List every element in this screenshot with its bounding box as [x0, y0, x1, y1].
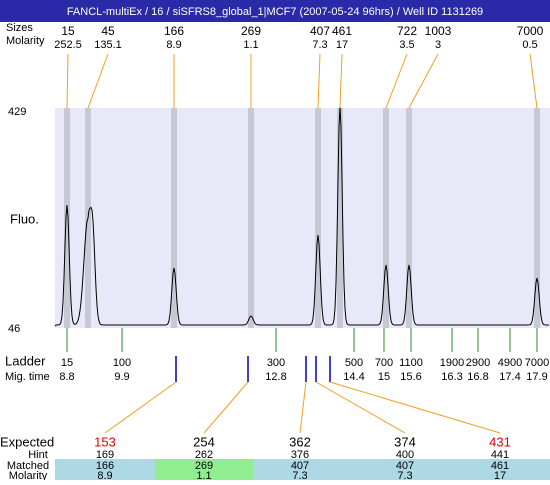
mig-time: 16.3: [441, 371, 462, 383]
peak-band: [315, 108, 321, 328]
mig-time: 14.4: [343, 371, 364, 383]
expected: 254: [193, 434, 215, 449]
ladder-size: 300: [267, 357, 285, 369]
molarity: 1.1: [196, 470, 211, 480]
peak-link: [408, 53, 439, 109]
molarity-row-label: Molarity: [9, 470, 48, 480]
peak-link: [385, 53, 408, 109]
peak-band: [171, 108, 177, 328]
ladder-size: 500: [345, 357, 363, 369]
peak-band: [64, 108, 70, 328]
peak-link: [87, 53, 109, 109]
hint-label: Hint: [28, 449, 48, 461]
expected-label: Expected: [0, 434, 54, 449]
matched-cell: [253, 459, 350, 480]
expected: 362: [289, 434, 311, 449]
mig-time: 8.8: [59, 371, 74, 383]
peak-molarity: 8.9: [166, 39, 181, 51]
mig-time: 9.9: [114, 371, 129, 383]
mig-time: 15: [378, 371, 390, 383]
peak-link: [66, 53, 69, 109]
ladder-size: 700: [375, 357, 393, 369]
peak-size: 722: [397, 24, 417, 38]
peak-molarity: 252.5: [54, 39, 82, 51]
peak-molarity: 0.5: [522, 39, 537, 51]
mig-time: 12.8: [265, 371, 286, 383]
matched-cell: [450, 459, 550, 480]
peak-link: [317, 53, 321, 109]
peak-size: 45: [101, 24, 115, 38]
match-link: [329, 381, 501, 434]
mig-time: 17.4: [499, 371, 520, 383]
y-min: 46: [8, 323, 20, 335]
matched-cell: [155, 459, 253, 480]
match-link: [203, 381, 249, 434]
sizes-label: Sizes: [6, 22, 33, 34]
trace: [54, 105, 549, 327]
match-link: [315, 381, 406, 434]
peak-band: [534, 108, 540, 328]
expected: 374: [394, 434, 416, 449]
peak-band: [248, 108, 254, 328]
peak-molarity: 3.5: [399, 39, 414, 51]
hint: 376: [291, 449, 309, 461]
molarity: 7.3: [292, 470, 307, 480]
match-link: [299, 381, 307, 434]
mig-time: 15.6: [400, 371, 421, 383]
peak-molarity: 17: [336, 39, 348, 51]
molarity: 17: [494, 470, 506, 480]
peak-size: 15: [61, 24, 75, 38]
matched: 407: [291, 460, 309, 472]
peak-size: 461: [332, 24, 352, 38]
ladder-size: 1900: [440, 357, 464, 369]
molarity: 7.3: [397, 470, 412, 480]
matched-cell: [55, 459, 155, 480]
ladder-size: 2900: [466, 357, 490, 369]
expected: 153: [94, 434, 116, 449]
y-max: 429: [8, 106, 26, 118]
title-bar: [0, 0, 550, 22]
matched: 166: [96, 460, 114, 472]
mig-time: 17.9: [526, 371, 547, 383]
mig-label: Mig. time: [5, 371, 50, 383]
peak-size: 1003: [425, 24, 452, 38]
peak-size: 407: [310, 24, 330, 38]
title: FANCL-multiEx / 16 / siSFRS8_global_1|MC…: [67, 6, 483, 18]
molarity-label: Molarity: [6, 35, 45, 47]
hint: 169: [96, 449, 114, 461]
peak-size: 166: [164, 24, 184, 38]
ladder-size: 7000: [525, 357, 549, 369]
hint: 400: [396, 449, 414, 461]
hint: 262: [195, 449, 213, 461]
hint: 441: [491, 449, 509, 461]
peak-link: [529, 53, 538, 109]
matched: 461: [491, 460, 509, 472]
peak-band: [337, 108, 343, 328]
matched: 269: [195, 460, 213, 472]
mig-time: 16.8: [467, 371, 488, 383]
peak-molarity: 7.3: [312, 39, 327, 51]
peak-size: 7000: [517, 24, 544, 38]
peak-molarity: 135.1: [94, 39, 122, 51]
matched-label: Matched: [7, 460, 49, 472]
ladder-size: 15: [61, 357, 73, 369]
ladder-label: Ladder: [5, 353, 46, 368]
expected: 431: [489, 434, 511, 449]
ladder-size: 1100: [399, 357, 423, 369]
matched: 407: [396, 460, 414, 472]
y-label: Fluo.: [10, 211, 39, 226]
peak-link: [339, 53, 343, 109]
ladder-size: 100: [113, 357, 131, 369]
matched-cell: [350, 459, 450, 480]
peak-molarity: 1.1: [243, 39, 258, 51]
molarity: 8.9: [97, 470, 112, 480]
ladder-size: 4900: [498, 357, 522, 369]
peak-band: [383, 108, 389, 328]
peak-molarity: 3: [435, 39, 441, 51]
peak-band: [406, 108, 412, 328]
plot-area: [55, 108, 550, 328]
peak-size: 269: [241, 24, 261, 38]
match-link: [104, 381, 177, 434]
